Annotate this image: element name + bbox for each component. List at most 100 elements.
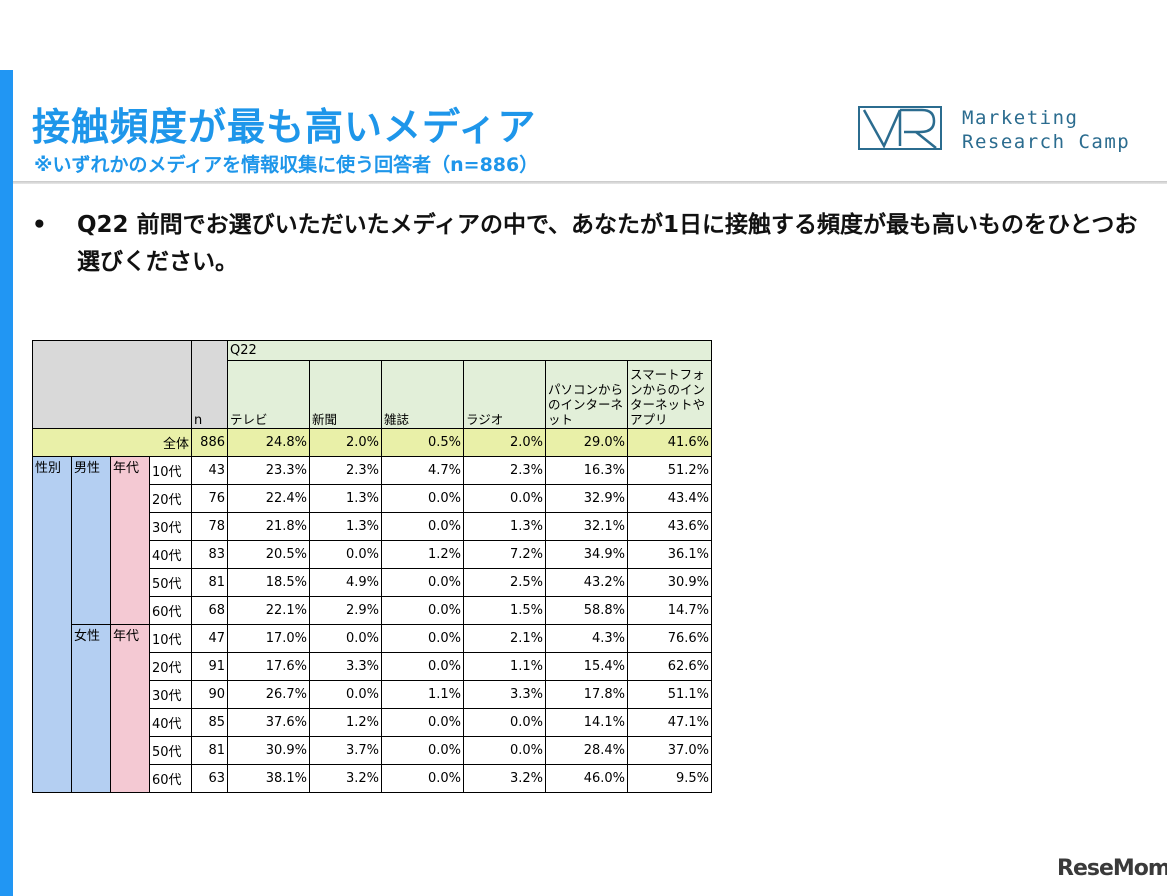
total-value: 0.5% (381, 428, 464, 457)
percent-value: 51.2% (627, 456, 712, 485)
age-label: 30代 (149, 512, 192, 541)
percent-value: 17.6% (227, 652, 310, 681)
percent-value: 3.3% (309, 652, 382, 681)
percent-value: 1.3% (309, 484, 382, 513)
n-value: 85 (191, 708, 228, 737)
age-label: 20代 (149, 484, 192, 513)
n-header: n (191, 340, 228, 429)
percent-value: 0.0% (463, 708, 546, 737)
age-label: 40代 (149, 540, 192, 569)
percent-value: 58.8% (545, 596, 628, 625)
col-header-tv: テレビ (227, 360, 310, 429)
percent-value: 1.1% (463, 652, 546, 681)
percent-value: 36.1% (627, 540, 712, 569)
percent-value: 16.3% (545, 456, 628, 485)
percent-value: 62.6% (627, 652, 712, 681)
table-row: 40代 83 20.5% 0.0% 1.2% 7.2% 34.9% 36.1% (33, 540, 712, 569)
percent-value: 30.9% (627, 568, 712, 597)
percent-value: 1.2% (309, 708, 382, 737)
percent-value: 2.1% (463, 624, 546, 653)
percent-value: 0.0% (381, 512, 464, 541)
gender-label: 男性 (71, 456, 111, 625)
gender-label: 女性 (71, 624, 111, 793)
vr-logo-icon (858, 106, 942, 150)
percent-value: 2.9% (309, 596, 382, 625)
percent-value: 14.7% (627, 596, 712, 625)
n-value: 78 (191, 512, 228, 541)
percent-value: 3.7% (309, 736, 382, 765)
n-value: 83 (191, 540, 228, 569)
percent-value: 18.5% (227, 568, 310, 597)
n-value: 76 (191, 484, 228, 513)
percent-value: 34.9% (545, 540, 628, 569)
age-label: 50代 (149, 568, 192, 597)
n-value: 68 (191, 596, 228, 625)
n-value: 81 (191, 736, 228, 765)
table-row: 40代 85 37.6% 1.2% 0.0% 0.0% 14.1% 47.1% (33, 708, 712, 737)
percent-value: 14.1% (545, 708, 628, 737)
question-text: Q22 前問でお選びいただいたメディアの中で、あなたが1日に接触する頻度が最も高… (77, 212, 1138, 275)
age-label: 60代 (149, 596, 192, 625)
percent-value: 30.9% (227, 736, 310, 765)
percent-value: 1.2% (381, 540, 464, 569)
age-label: 20代 (149, 652, 192, 681)
col-header-radio: ラジオ (463, 360, 546, 429)
percent-value: 9.5% (627, 764, 712, 793)
n-value: 43 (191, 456, 228, 485)
n-value: 91 (191, 652, 228, 681)
col-header-pc-internet: パソコンからのインターネット (545, 360, 628, 429)
results-table: n Q22 テレビ 新聞 雑誌 ラジオ パソコンからのインターネット スマートフ… (32, 340, 712, 793)
n-value: 81 (191, 568, 228, 597)
logo-line2: Research Camp (962, 131, 1131, 153)
age-label: 10代 (149, 624, 192, 653)
total-value: 2.0% (309, 428, 382, 457)
percent-value: 2.3% (309, 456, 382, 485)
percent-value: 15.4% (545, 652, 628, 681)
percent-value: 43.2% (545, 568, 628, 597)
percent-value: 1.3% (309, 512, 382, 541)
percent-value: 23.3% (227, 456, 310, 485)
age-label: 60代 (149, 764, 192, 793)
percent-value: 0.0% (381, 596, 464, 625)
percent-value: 0.0% (309, 540, 382, 569)
table-row: 50代 81 30.9% 3.7% 0.0% 0.0% 28.4% 37.0% (33, 736, 712, 765)
col-header-magazine: 雑誌 (381, 360, 464, 429)
table-row: 30代 90 26.7% 0.0% 1.1% 3.3% 17.8% 51.1% (33, 680, 712, 709)
bullet: • (32, 212, 47, 238)
total-value: 2.0% (463, 428, 546, 457)
percent-value: 3.3% (463, 680, 546, 709)
total-label: 全体 (32, 428, 192, 457)
percent-value: 1.5% (463, 596, 546, 625)
percent-value: 0.0% (381, 708, 464, 737)
age-dimension-label: 年代 (110, 624, 150, 793)
table-row: 女性 年代 10代 47 17.0% 0.0% 0.0% 2.1% 4.3% 76.6% (33, 624, 712, 793)
percent-value: 32.9% (545, 484, 628, 513)
total-n: 886 (191, 428, 228, 457)
percent-value: 0.0% (309, 624, 382, 653)
slide-title: 接触頻度が最も高いメディア (32, 105, 537, 149)
percent-value: 22.4% (227, 484, 310, 513)
title-divider (13, 181, 1167, 184)
percent-value: 76.6% (627, 624, 712, 653)
logo-text: Marketing Research Camp (962, 106, 1130, 154)
logo-line1: Marketing (962, 107, 1079, 129)
age-label: 50代 (149, 736, 192, 765)
percent-value: 43.6% (627, 512, 712, 541)
percent-value: 22.1% (227, 596, 310, 625)
percent-value: 0.0% (381, 568, 464, 597)
total-value: 24.8% (227, 428, 310, 457)
total-row: 全体 886 24.8% 2.0% 0.5% 2.0% 29.0% 41.6% (32, 428, 712, 457)
total-value: 41.6% (627, 428, 712, 457)
resemom-watermark: ReseMom (1057, 856, 1167, 881)
percent-value: 3.2% (309, 764, 382, 793)
corner-header (32, 340, 192, 429)
n-value: 47 (191, 624, 228, 653)
percent-value: 2.5% (463, 568, 546, 597)
percent-value: 28.4% (545, 736, 628, 765)
table-row: 60代 63 38.1% 3.2% 0.0% 3.2% 46.0% 9.5% (33, 764, 712, 793)
age-dimension-label: 年代 (110, 456, 150, 625)
n-value: 90 (191, 680, 228, 709)
percent-value: 4.9% (309, 568, 382, 597)
percent-value: 0.0% (463, 484, 546, 513)
percent-value: 0.0% (381, 624, 464, 653)
